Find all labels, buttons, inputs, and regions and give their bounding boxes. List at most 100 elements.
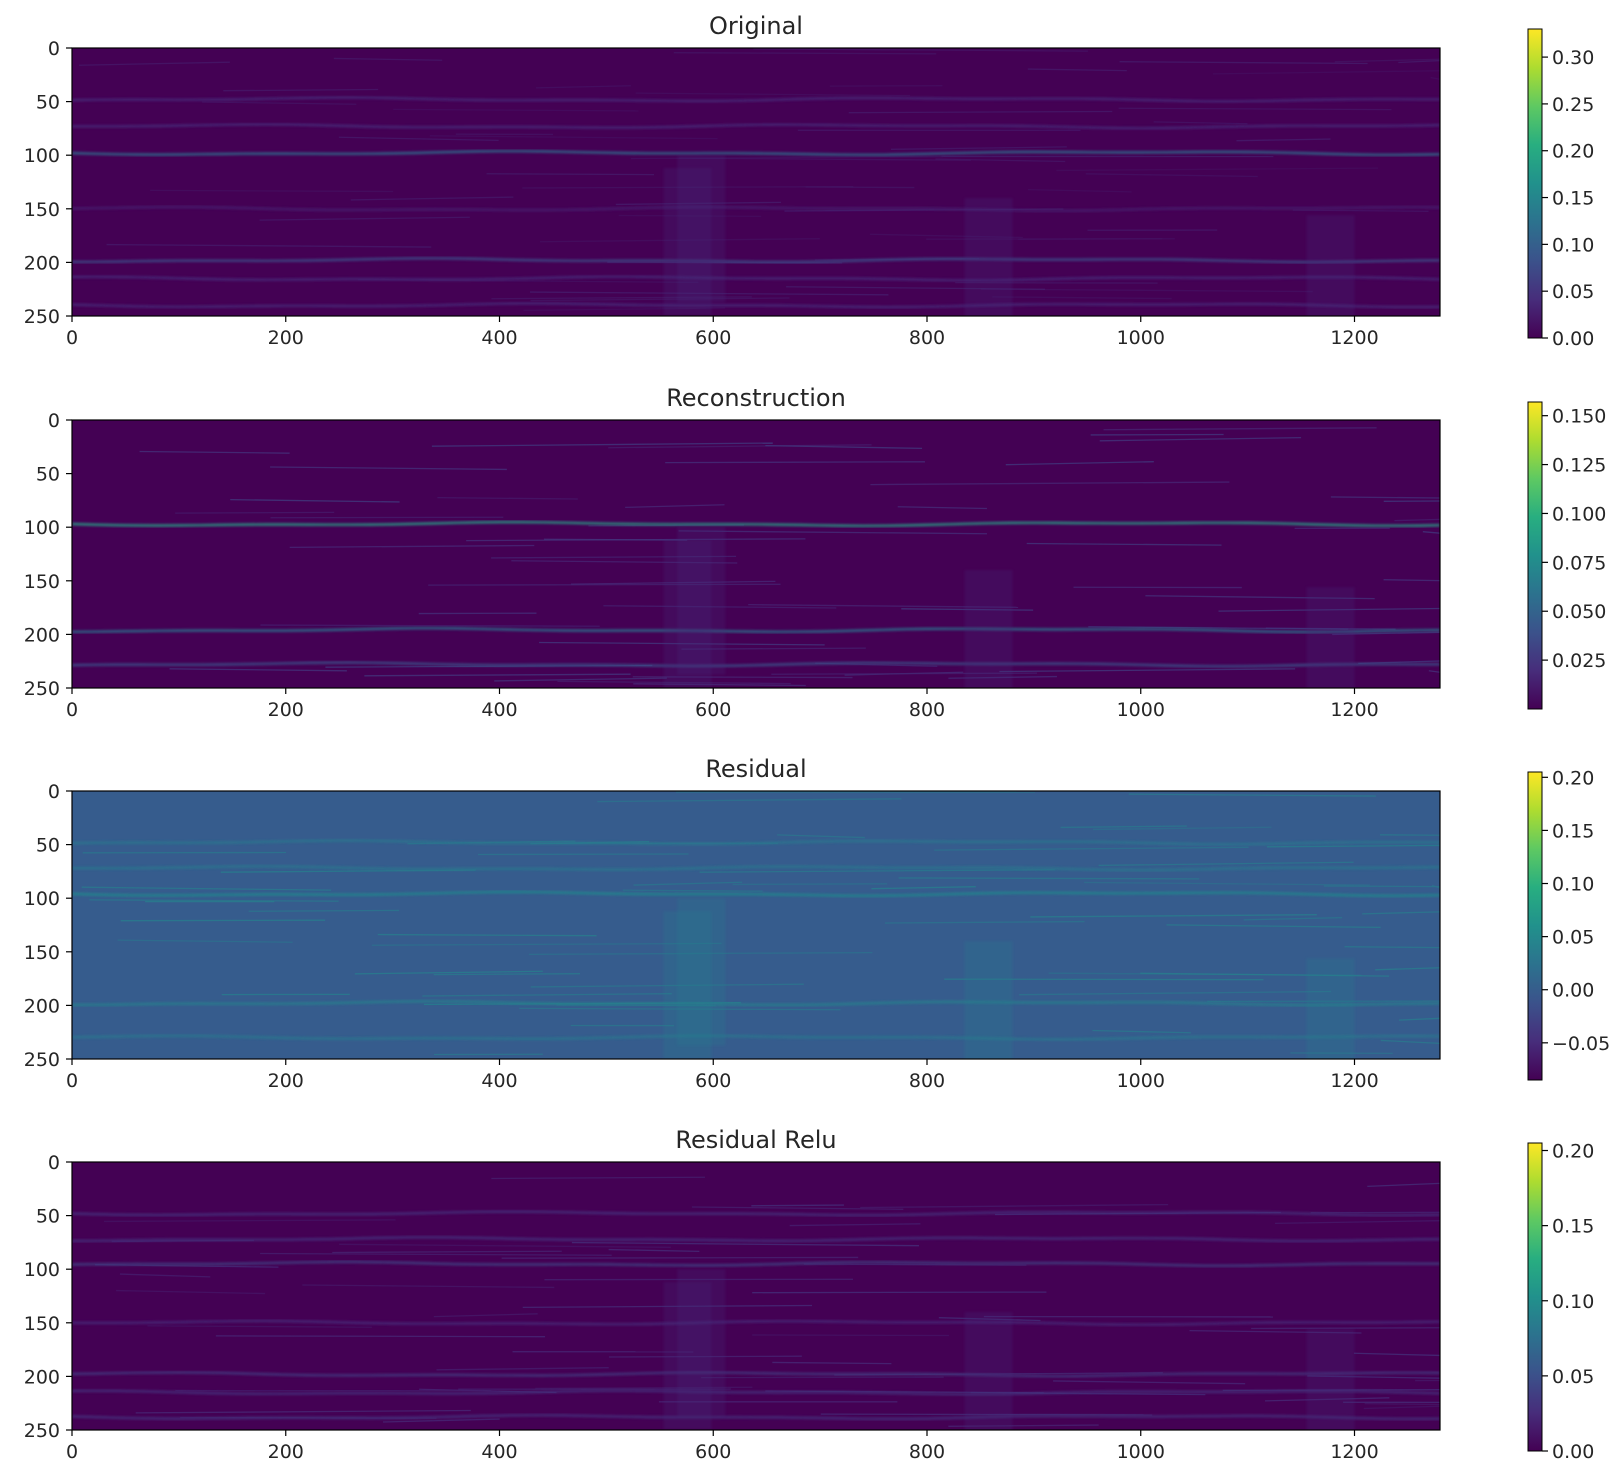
texture-streak	[135, 1409, 471, 1414]
x-tick-label: 800	[909, 327, 945, 349]
texture-streak	[150, 189, 394, 193]
heatmap-background	[72, 791, 1440, 1059]
texture-streak	[625, 504, 725, 509]
heatmap	[72, 420, 1440, 688]
texture-streak	[215, 1335, 546, 1338]
heatmap-patch	[964, 570, 1013, 688]
texture-streak	[333, 57, 443, 61]
axes-frame	[71, 790, 1441, 1060]
texture-streak	[608, 1248, 700, 1253]
texture-streak	[371, 942, 722, 946]
texture-streak	[1005, 461, 1154, 466]
heatmap-patch	[964, 1312, 1013, 1430]
x-tick-label: 800	[909, 1070, 945, 1092]
texture-streak	[428, 583, 781, 586]
texture-streak	[259, 216, 470, 221]
texture-streak	[1428, 670, 1440, 673]
texture-streak	[350, 196, 514, 201]
x-tick-label: 800	[909, 1441, 945, 1463]
heatmap-patch	[677, 527, 726, 675]
colorbar-gradient	[1527, 771, 1543, 1081]
texture-streak	[897, 506, 987, 510]
colorbar-tick-label: 0.050	[1552, 601, 1606, 623]
y-tick-label: 250	[24, 306, 60, 328]
texture-streak	[1430, 76, 1440, 80]
x-tick-label: 600	[695, 327, 731, 349]
texture-streak	[1060, 825, 1187, 829]
heatmap-band	[72, 890, 1440, 897]
heatmap-patch	[1306, 1329, 1355, 1430]
y-tick-label: 50	[36, 92, 60, 114]
colorbar-gradient	[1527, 28, 1543, 339]
texture-streak	[633, 683, 806, 687]
x-tick-label: 1200	[1330, 1070, 1378, 1092]
heatmap-band	[72, 1414, 1440, 1421]
texture-streak	[116, 1289, 266, 1295]
x-tick-label: 0	[66, 1070, 78, 1092]
texture-streak	[1383, 579, 1440, 582]
y-tick-label: 100	[24, 1259, 60, 1281]
texture-streak	[81, 886, 332, 891]
texture-streak	[1118, 107, 1392, 111]
texture-streak	[732, 883, 888, 886]
texture-streak	[117, 939, 293, 943]
panel-2: Reconstruction 0 200 400 600 800 1000 1200 0 50 10…	[24, 384, 1607, 721]
axes-frame	[71, 47, 1441, 317]
texture-streak	[535, 85, 631, 89]
x-tick-label: 1000	[1117, 1441, 1165, 1463]
texture-streak	[79, 61, 230, 66]
texture-streak	[860, 1203, 1169, 1209]
texture-streak	[364, 673, 631, 677]
heatmap-band	[72, 627, 1440, 634]
texture-streak	[147, 1325, 372, 1328]
texture-streak	[1026, 542, 1222, 546]
texture-streak	[89, 899, 339, 902]
texture-streak	[338, 136, 499, 142]
texture-streak	[1367, 1182, 1440, 1188]
y-tick-label: 0	[48, 38, 60, 60]
texture-streak	[289, 544, 535, 549]
texture-streak	[848, 110, 1113, 114]
texture-streak	[175, 511, 335, 514]
colorbar-tick-label: 0.20	[1552, 1141, 1594, 1163]
texture-streak	[752, 1334, 949, 1337]
heatmap-band	[72, 150, 1440, 156]
colorbar-tick-label: 0.10	[1552, 874, 1594, 896]
x-tick-label: 400	[481, 699, 517, 721]
texture-streak	[1266, 844, 1440, 848]
texture-streak	[230, 498, 400, 503]
colorbar-tick-label: 0.15	[1552, 820, 1594, 842]
heatmap-patch	[677, 898, 726, 1046]
texture-streak	[1088, 626, 1349, 630]
texture-streak	[1358, 660, 1440, 665]
texture-streak	[678, 530, 987, 535]
colorbar: 0.00 0.05 0.10 0.15 0.20 0.25 0.30	[1527, 28, 1594, 350]
x-tick-label: 1000	[1117, 1070, 1165, 1092]
y-tick-label: 250	[24, 1420, 60, 1442]
colorbar-tick-label: 0.25	[1552, 94, 1594, 116]
texture-streak	[1251, 1327, 1440, 1330]
x-tick-label: 400	[481, 327, 517, 349]
y-tick-label: 50	[36, 1206, 60, 1228]
texture-streak	[339, 1243, 671, 1248]
texture-streak	[1344, 946, 1440, 949]
y-tick-label: 50	[36, 835, 60, 857]
texture-streak	[752, 1291, 1047, 1294]
heatmap-band	[72, 661, 1440, 668]
colorbar: 0.025 0.050 0.075 0.100 0.125 0.150	[1527, 401, 1606, 710]
texture-streak	[1128, 793, 1376, 797]
heatmap-band	[72, 1260, 1440, 1267]
texture-streak	[753, 48, 1088, 52]
x-tick-label: 0	[66, 327, 78, 349]
texture-streak	[1422, 531, 1440, 534]
texture-streak	[437, 496, 578, 500]
colorbar-tick-label: 0.30	[1552, 47, 1594, 69]
texture-streak	[1310, 1211, 1440, 1214]
texture-streak	[1092, 1029, 1191, 1034]
y-tick-label: 0	[48, 781, 60, 803]
texture-streak	[223, 88, 379, 92]
colorbar-tick-label: 0.00	[1552, 980, 1594, 1002]
colorbar-tick-label: 0.10	[1552, 1291, 1594, 1313]
heatmap-patch	[677, 155, 726, 303]
y-tick-label: 200	[24, 1366, 60, 1388]
